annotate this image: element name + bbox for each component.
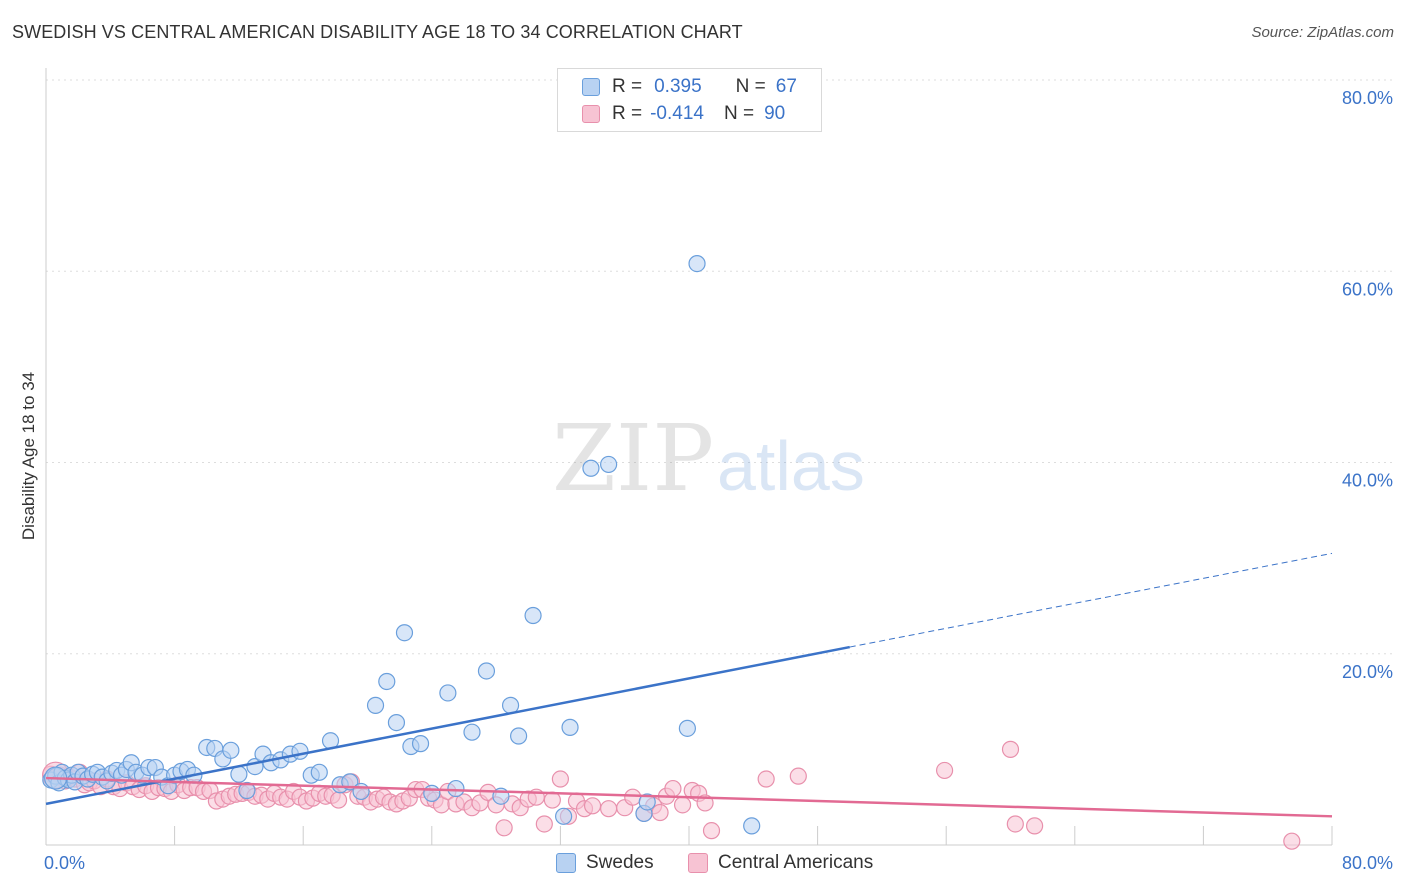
central-americans-point — [1001, 740, 1020, 758]
swedes-point — [743, 817, 761, 835]
legend-r-label: R = — [612, 103, 643, 124]
swedes-point — [310, 763, 328, 781]
legend-r-value-swedes: 0.395 — [654, 76, 702, 97]
swedes-point — [447, 779, 465, 798]
central-americans-point — [583, 797, 602, 815]
swedes-point — [477, 662, 496, 680]
x-tick-label-max: 80.0% — [1342, 853, 1393, 873]
chart-title: SWEDISH VS CENTRAL AMERICAN DISABILITY A… — [12, 22, 743, 42]
swedes-point — [387, 713, 406, 732]
bottom-legend-central-americans[interactable]: Central Americans — [688, 852, 873, 874]
x-tick-label-min: 0.0% — [44, 853, 85, 873]
bottom-legend-swatch-swedes — [556, 853, 576, 873]
central-americans-trend-line — [45, 776, 1333, 818]
swedes-trend-line — [45, 645, 850, 806]
legend-swatch-central-americans — [582, 105, 600, 123]
legend-swatch-swedes — [582, 78, 600, 96]
watermark-zip: ZIP — [552, 405, 714, 512]
central-americans-point — [600, 800, 618, 818]
swedes-point — [688, 255, 706, 273]
central-americans-point — [757, 770, 775, 788]
swedes-point — [366, 696, 385, 714]
bottom-legend-label-swedes: Swedes — [586, 852, 654, 873]
y-tick-label: 20.0% — [1342, 662, 1393, 682]
swedes-point — [423, 784, 441, 802]
y-tick-label: 40.0% — [1342, 471, 1393, 491]
swedes-point — [561, 718, 579, 736]
legend-n-label: N = — [723, 103, 755, 124]
central-americans-point — [495, 819, 513, 837]
y-axis-title: Disability Age 18 to 34 — [19, 372, 38, 540]
bottom-legend-swatch-central-americans — [688, 853, 708, 873]
central-americans-point — [624, 788, 642, 806]
source-label: Source: ZipAtlas.com — [1251, 24, 1394, 41]
swedes-points — [42, 255, 761, 835]
central-americans-point — [664, 779, 682, 798]
central-americans-point — [329, 791, 348, 809]
central-americans-point — [535, 815, 553, 833]
watermark: ZIP atlas — [552, 405, 865, 512]
central-americans-point — [702, 822, 721, 840]
swedes-point — [555, 807, 573, 825]
swedes-trend-extension — [849, 552, 1333, 648]
swedes-point — [638, 793, 656, 811]
central-americans-point — [651, 803, 669, 822]
bottom-legend-swedes[interactable]: Swedes — [556, 852, 654, 874]
swedes-point — [352, 782, 370, 801]
central-americans-point — [789, 767, 807, 785]
central-americans-point — [935, 761, 954, 780]
legend-box: R = 0.395 N = 67 R = -0.414 N = 90 — [557, 68, 822, 132]
watermark-atlas: atlas — [717, 427, 865, 505]
swedes-point — [439, 684, 457, 702]
central-americans-point — [1026, 817, 1044, 835]
central-americans-point — [1006, 815, 1024, 833]
bottom-legend-label-central-americans: Central Americans — [718, 852, 874, 873]
swedes-point — [238, 781, 256, 800]
legend-r-label: R = — [612, 76, 643, 97]
swedes-point — [678, 719, 696, 737]
axes — [45, 68, 1333, 846]
legend-n-label: N = — [735, 76, 766, 97]
legend-row-central-americans: R = -0.414 N = 90 — [582, 102, 785, 126]
swedes-point — [222, 741, 240, 759]
central-americans-point — [1283, 832, 1301, 850]
y-tick-label: 80.0% — [1342, 88, 1393, 108]
y-tick-labels: 20.0% 40.0% 60.0% 80.0% — [1342, 88, 1393, 682]
swedes-point — [395, 624, 414, 642]
swedes-point — [230, 765, 248, 783]
legend-r-value-central-americans: -0.414 — [650, 103, 704, 124]
legend-n-value-central-americans: 90 — [764, 103, 786, 124]
trend-lines — [45, 552, 1333, 818]
swedes-point — [600, 455, 618, 474]
x-tick-labels: 0.0% 80.0% — [44, 853, 1393, 873]
central-americans-point — [673, 796, 692, 814]
grid-lines — [46, 79, 1392, 655]
y-tick-label: 60.0% — [1342, 279, 1393, 299]
swedes-point — [524, 606, 542, 625]
swedes-point — [463, 723, 481, 741]
swedes-point — [411, 735, 430, 753]
swedes-point — [582, 459, 600, 477]
swedes-point — [291, 742, 309, 760]
central-americans-point — [551, 770, 570, 788]
legend-row-swedes: R = 0.395 N = 67 — [582, 75, 797, 99]
swedes-point — [378, 672, 396, 691]
bottom-legend: Swedes Central Americans — [0, 852, 1406, 878]
swedes-point — [510, 727, 528, 745]
legend-n-value-swedes: 67 — [775, 76, 797, 97]
